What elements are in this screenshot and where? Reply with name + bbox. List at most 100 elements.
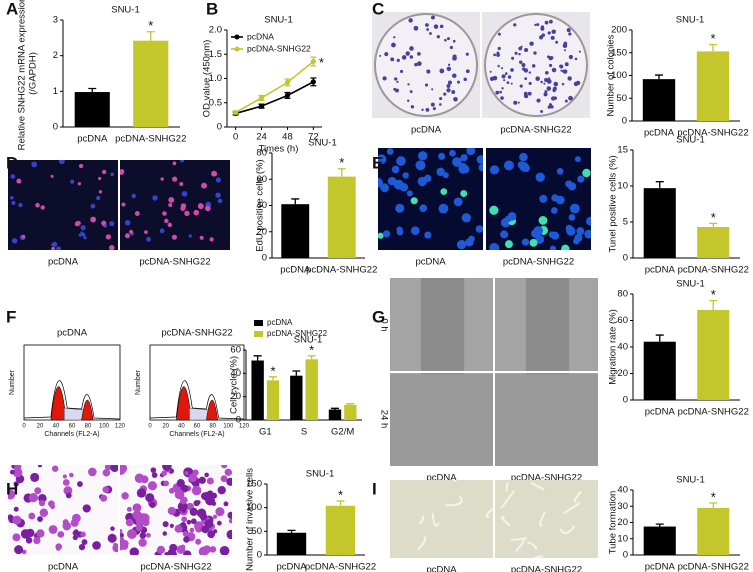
- error-bar: [146, 31, 155, 41]
- cell: [568, 32, 572, 36]
- cell: [492, 75, 498, 81]
- cell: [102, 486, 110, 494]
- cell: [199, 235, 204, 240]
- cell: [586, 216, 591, 226]
- cell: [162, 521, 169, 528]
- cell: [510, 82, 513, 85]
- cell: [391, 165, 400, 174]
- cell: [167, 222, 173, 228]
- cell: [424, 231, 432, 239]
- micrograph-detail: [390, 278, 493, 466]
- cell: [36, 529, 45, 538]
- y-tick-label: 60: [617, 315, 628, 326]
- y-tick-label: 200: [611, 25, 627, 36]
- cell: [436, 167, 445, 177]
- cell: [432, 107, 436, 111]
- cell: [430, 102, 435, 107]
- cell: [390, 57, 395, 62]
- cell: [159, 228, 165, 234]
- x-tick-label: pcDNA-SNHG22: [678, 407, 749, 418]
- cell: [195, 538, 202, 545]
- cell: [426, 69, 431, 74]
- cell: [10, 195, 14, 200]
- series-line: [235, 81, 314, 115]
- cell: [120, 528, 123, 534]
- histogram-tick-label: 0: [148, 424, 152, 430]
- cell: [577, 175, 585, 183]
- tube: [500, 515, 511, 527]
- cell: [131, 193, 136, 199]
- row-label: 24 h: [378, 410, 389, 429]
- cell: [226, 529, 232, 540]
- cell: [180, 205, 186, 211]
- cell: [548, 56, 553, 61]
- histogram-tick-label: 40: [178, 424, 185, 430]
- y-axis-label: Migration rate (%): [608, 309, 619, 385]
- cell: [584, 229, 591, 239]
- bar: [328, 409, 342, 420]
- tube: [445, 495, 463, 507]
- cell: [151, 472, 158, 478]
- cell: [504, 215, 512, 223]
- y-tick-label: 40: [617, 342, 628, 353]
- cell: [564, 99, 568, 103]
- x-tick-label: 24: [256, 132, 267, 143]
- cell: [576, 227, 585, 236]
- cell: [446, 66, 452, 72]
- cell: [186, 519, 192, 525]
- cell: [523, 91, 528, 96]
- cell: [503, 79, 506, 82]
- y-tick-label: 60: [230, 345, 241, 356]
- cell: [127, 529, 137, 539]
- panel-label: I: [372, 479, 377, 498]
- cell: [546, 86, 552, 91]
- cell: [446, 84, 451, 88]
- x-tick-label: pcDNA-SNHG22: [677, 128, 748, 139]
- cell: [51, 465, 59, 472]
- micrograph-detail: [484, 13, 588, 117]
- cell: [14, 545, 24, 555]
- cell: [150, 467, 157, 473]
- cell: [11, 200, 16, 205]
- cell: [10, 174, 16, 179]
- cell: [528, 71, 532, 74]
- cell: [144, 230, 148, 235]
- cell: [217, 198, 223, 204]
- cell: [120, 169, 125, 175]
- cells: [495, 374, 598, 466]
- image-caption: pcDNA-SNHG22: [503, 257, 574, 268]
- cell: [162, 211, 167, 216]
- cell: [529, 238, 538, 247]
- error-bar: [655, 181, 664, 189]
- cell: [63, 486, 73, 496]
- cell: [378, 154, 387, 165]
- cell: [396, 80, 399, 84]
- cell: [184, 471, 189, 476]
- cell: [451, 90, 456, 94]
- x-tick-label: pcDNA: [645, 265, 676, 276]
- cell: [62, 479, 70, 486]
- cell: [395, 88, 399, 93]
- cell: [110, 172, 115, 177]
- cell: [25, 537, 33, 544]
- point: [284, 79, 291, 85]
- cell: [211, 170, 218, 177]
- cell: [193, 209, 200, 216]
- cell: [575, 80, 581, 86]
- cell: [519, 152, 528, 162]
- x-tick-label: 48: [282, 132, 293, 143]
- y-tick-label: 1: [53, 86, 58, 97]
- cell: [177, 501, 188, 512]
- cell: [553, 81, 559, 87]
- x-tick-label: pcDNA-SNHG22: [306, 265, 377, 276]
- bar: [696, 51, 730, 122]
- cell: [164, 218, 169, 224]
- g2-peak: [206, 399, 218, 421]
- y-tick-label: 80: [256, 148, 267, 159]
- cell: [460, 190, 468, 198]
- y-tick-label: 50: [616, 93, 627, 104]
- cell: [553, 96, 558, 100]
- x-tick-label: pcDNA-SNHG22: [305, 562, 376, 572]
- cell: [567, 182, 577, 191]
